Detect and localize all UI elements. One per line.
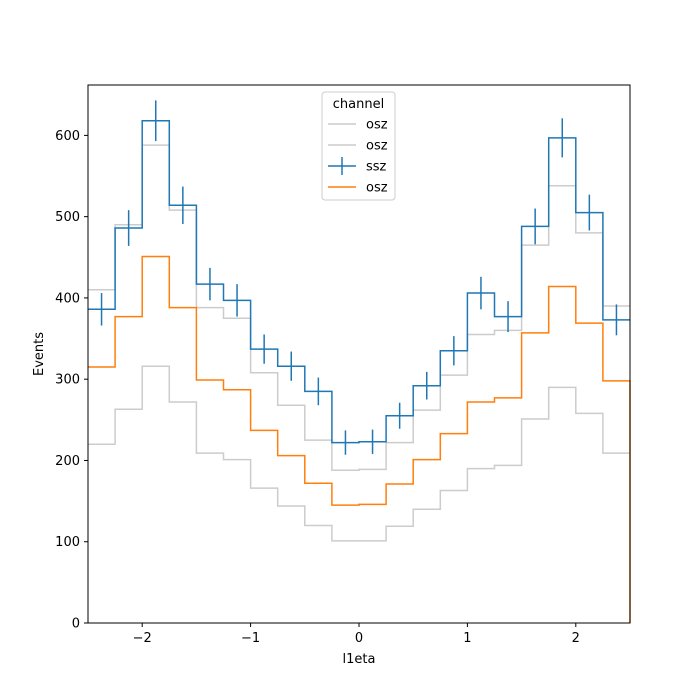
y-tick-label: 0 — [72, 617, 80, 632]
legend-item: osz — [328, 118, 388, 133]
y-tick-label: 300 — [55, 373, 80, 388]
legend-title: channel — [333, 97, 384, 112]
plot-layer — [88, 100, 631, 623]
legend-item: osz — [328, 181, 388, 196]
y-tick-label: 500 — [55, 210, 80, 225]
legend: channel osz osz ssz osz — [321, 91, 396, 201]
series-2 — [88, 100, 630, 455]
x-tick-label: 1 — [463, 631, 471, 646]
series-step-line — [88, 365, 630, 542]
y-tick-label: 200 — [55, 454, 80, 469]
series-1 — [88, 365, 630, 542]
legend-box — [321, 91, 396, 201]
y-axis: 0 100 200 300 400 500 600 — [55, 129, 88, 632]
x-tick-label: 0 — [355, 631, 363, 646]
y-tick-label: 400 — [55, 291, 80, 306]
x-axis: −2 −1 0 1 2 — [133, 623, 580, 646]
y-tick-label: 600 — [55, 129, 80, 144]
x-tick-label: −2 — [133, 631, 152, 646]
legend-item: osz — [328, 139, 388, 154]
legend-label: osz — [366, 139, 388, 154]
x-tick-label: −1 — [241, 631, 260, 646]
y-axis-label: Events — [32, 332, 47, 376]
series-step-line — [88, 255, 631, 623]
series-3 — [88, 255, 631, 623]
x-tick-label: 2 — [572, 631, 580, 646]
x-axis-label: l1eta — [343, 652, 376, 667]
legend-item: ssz — [328, 157, 387, 175]
legend-label: ssz — [366, 160, 387, 175]
legend-label: osz — [366, 181, 388, 196]
y-tick-label: 100 — [55, 535, 80, 550]
legend-label: osz — [366, 118, 388, 133]
